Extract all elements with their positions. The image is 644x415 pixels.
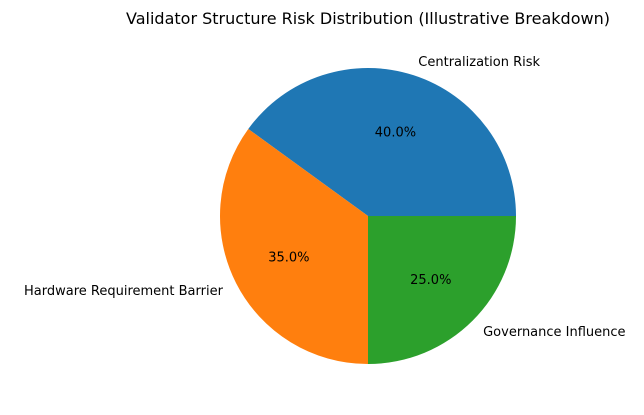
slice-percent-label: 40.0% (375, 126, 416, 141)
slice-percent-label: 35.0% (268, 250, 309, 265)
slice-percent-label: 25.0% (410, 273, 451, 288)
slice-label: Governance Influence (483, 325, 625, 340)
slice-label: Hardware Requirement Barrier (24, 284, 224, 299)
pie-slice-0 (248, 67, 516, 216)
chart-title: Validator Structure Risk Distribution (I… (126, 9, 610, 28)
slice-label: Centralization Risk (418, 55, 540, 70)
pie-slice-1 (220, 129, 368, 364)
pie-slice-2 (368, 216, 516, 364)
